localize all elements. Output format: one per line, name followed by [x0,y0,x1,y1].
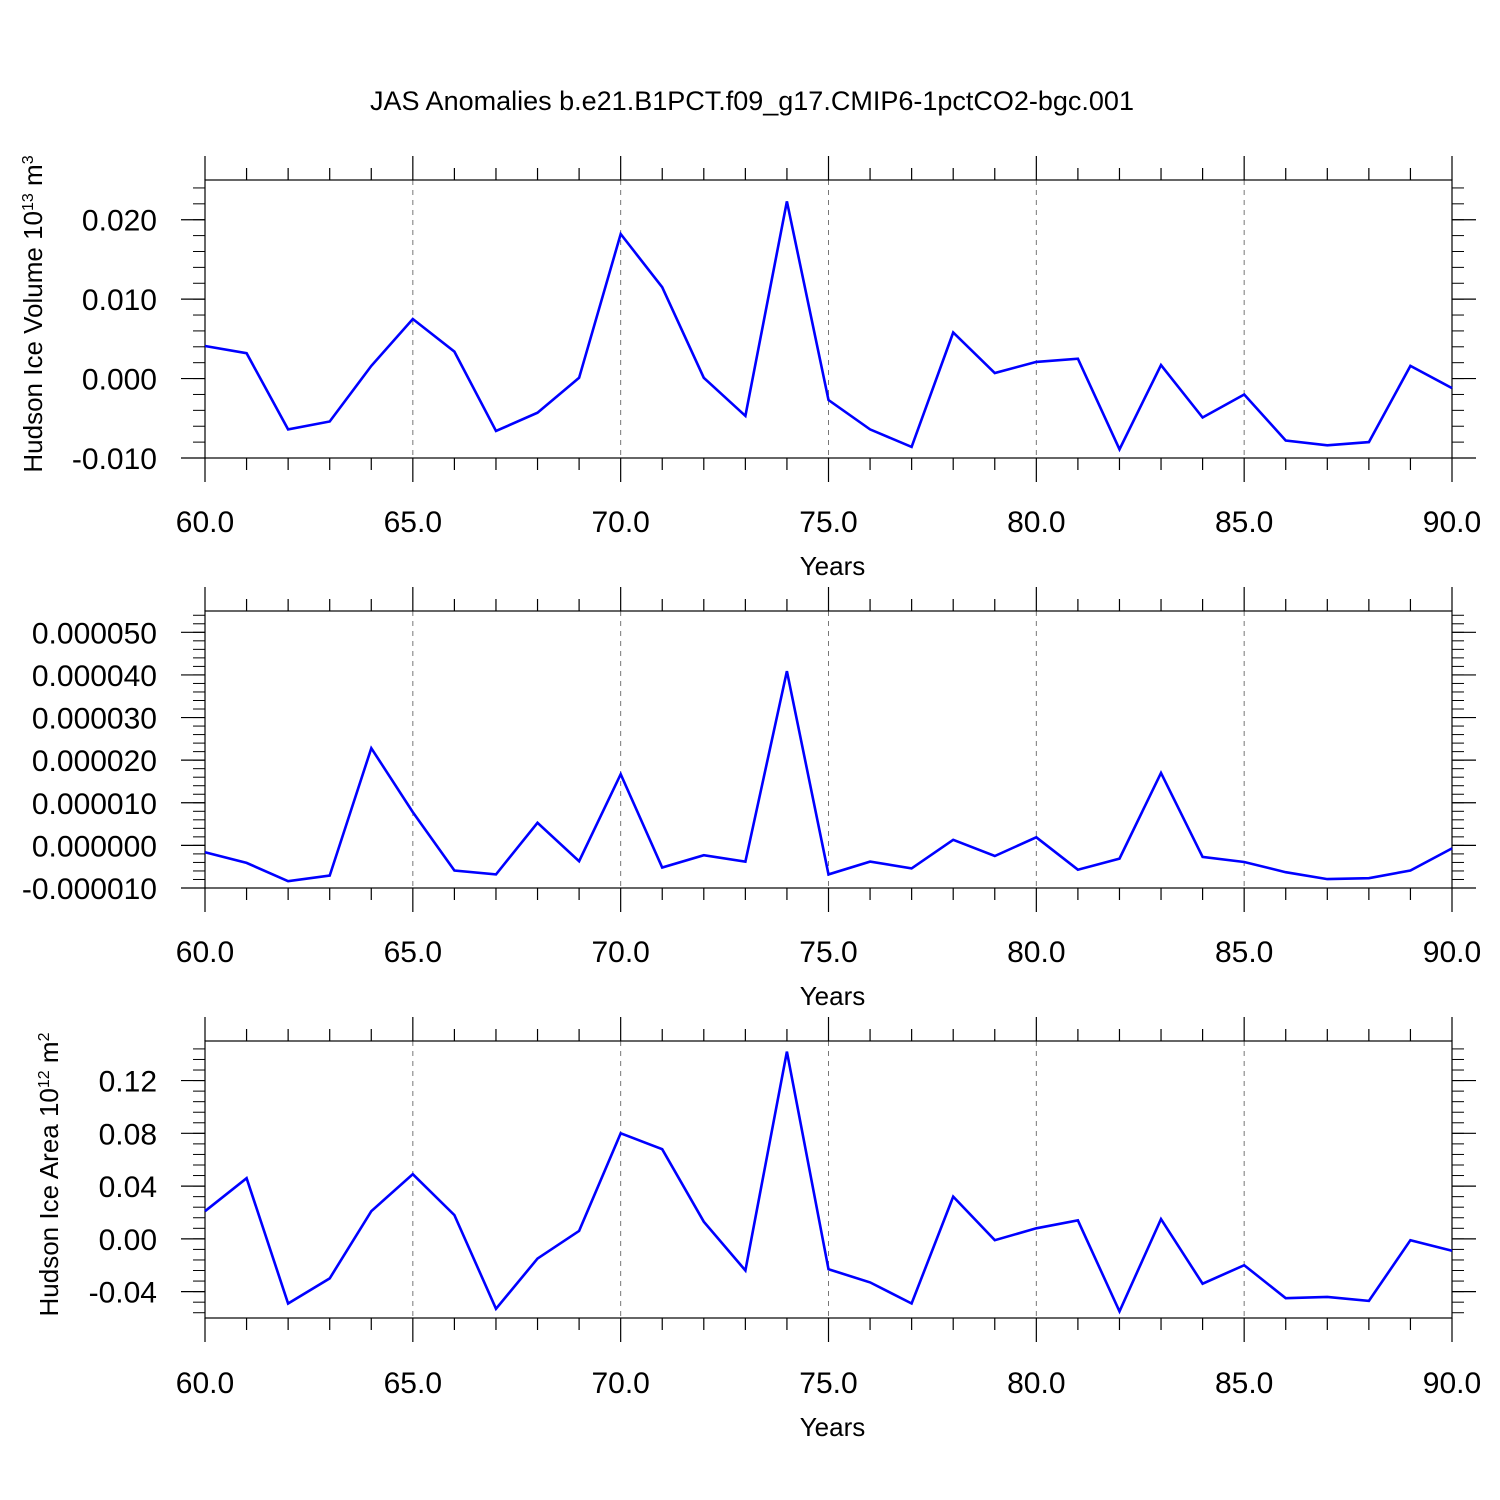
x-tick-label: 70.0 [591,936,649,969]
panel-middle: -0.000010 0.000000 0.000010 0.000020 0.00003… [22,587,1481,1011]
y-tick-label: 0.000020 [32,745,157,778]
y-tick-label: 0.000030 [32,703,157,736]
x-axis-label: Years [800,981,866,1011]
x-tick-label: 60.0 [176,936,234,969]
x-tick-label: 60.0 [176,506,234,539]
panel-ice-area: -0.04 0.00 0.04 0.08 0.12 60.0 65.0 70.0 75.0 80.… [34,1017,1481,1442]
y-tick-label: -0.04 [89,1277,157,1310]
x-tick-label: 60.0 [176,1367,234,1400]
y-axis-label: Hudson Ice Volume 1013 m3 [18,155,48,472]
x-tick-label: 65.0 [384,936,442,969]
x-tick-label: 65.0 [384,1367,442,1400]
x-tick-label: 70.0 [591,1367,649,1400]
y-tick-label: -0.000010 [22,873,157,906]
y-tick-label: 0.00 [99,1224,157,1257]
x-tick-label: 75.0 [799,506,857,539]
x-tick-label: 85.0 [1215,936,1273,969]
chart-title: JAS Anomalies b.e21.B1PCT.f09_g17.CMIP6-… [370,86,1134,116]
x-tick-label: 90.0 [1423,506,1481,539]
y-tick-label: -0.010 [72,443,157,476]
x-axis-label: Years [800,551,866,581]
y-tick-label: 0.020 [82,205,157,238]
y-tick-label: 0.000050 [32,617,157,650]
x-tick-label: 75.0 [799,936,857,969]
x-tick-label: 75.0 [799,1367,857,1400]
x-tick-label: 90.0 [1423,1367,1481,1400]
y-tick-label: 0.12 [99,1066,157,1099]
x-tick-label: 85.0 [1215,1367,1273,1400]
x-tick-label: 80.0 [1007,1367,1065,1400]
x-tick-label: 85.0 [1215,506,1273,539]
x-tick-label: 65.0 [384,506,442,539]
y-tick-label: 0.000010 [32,788,157,821]
y-tick-label: 0.04 [99,1171,157,1204]
panel-ice-volume: -0.010 0.000 0.010 0.020 60.0 65.0 70.0 75.0 80.… [18,155,1481,581]
x-tick-label: 70.0 [591,506,649,539]
x-axis-label: Years [800,1412,866,1442]
x-tick-label: 80.0 [1007,506,1065,539]
y-tick-label: 0.000040 [32,660,157,693]
x-tick-label: 90.0 [1423,936,1481,969]
y-tick-label: 0.000000 [32,830,157,863]
y-tick-label: 0.08 [99,1118,157,1151]
x-tick-label: 80.0 [1007,936,1065,969]
y-axis-label: Hudson Ice Area 1012 m2 [34,1032,64,1316]
y-tick-label: 0.010 [82,284,157,317]
y-tick-label: 0.000 [82,364,157,397]
